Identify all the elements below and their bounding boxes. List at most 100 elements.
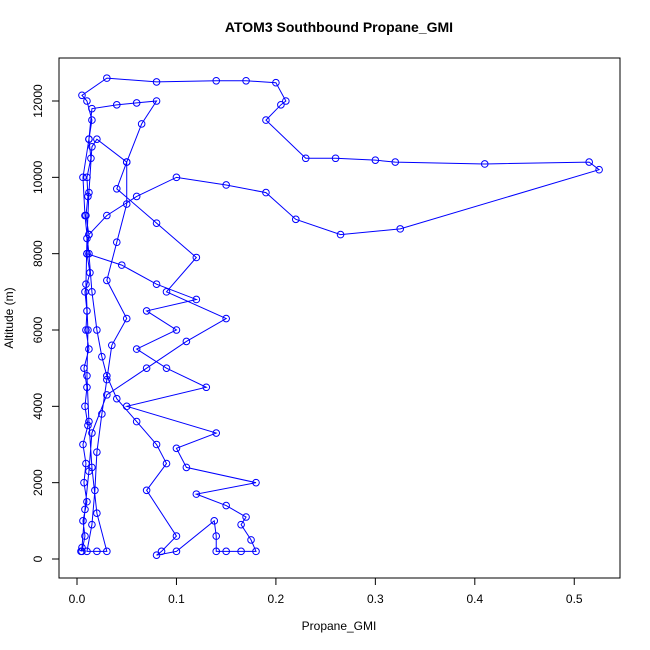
point [91,486,99,495]
point [79,440,87,449]
point [85,417,93,426]
point [83,249,91,258]
point [480,160,489,168]
y-tick-label: 12000 [31,84,45,118]
point [301,154,310,163]
point [93,135,101,143]
point [132,417,141,426]
point [83,383,91,392]
y-tick-label: 2000 [31,469,45,496]
point [222,314,230,323]
point [152,219,161,227]
point [142,486,151,495]
point [282,97,290,105]
point [77,547,85,556]
point [212,76,221,85]
point [142,364,151,372]
x-tick-label: 0.0 [69,592,86,606]
point [277,101,285,109]
point [88,104,96,113]
point [93,509,101,517]
point [88,429,96,437]
point [212,532,221,540]
y-tick-label: 8000 [31,240,45,267]
point [262,188,270,197]
point [88,520,96,529]
point [272,78,280,87]
y-tick-label: 4000 [31,393,45,420]
point [82,326,90,334]
point [202,383,211,392]
point [157,547,166,556]
point [84,326,92,334]
point [595,165,603,174]
point [80,364,88,372]
point [122,158,131,166]
point [88,143,96,151]
point [84,192,92,201]
point [86,268,94,277]
point [84,421,92,430]
point [103,547,111,556]
point [81,402,89,411]
point [81,211,89,220]
point [172,532,181,540]
point [88,116,96,124]
point [88,288,96,296]
point [182,337,191,346]
point [222,547,230,556]
point [391,158,400,166]
point [98,352,106,361]
point [152,551,161,559]
point [396,225,405,233]
point [83,307,91,315]
x-tick-label: 0.1 [168,592,185,606]
point [172,173,181,182]
point [78,91,86,100]
point [162,364,171,372]
point [237,547,245,556]
point [83,497,91,506]
point [85,135,93,143]
point [172,326,181,334]
point [132,192,141,201]
point [182,463,191,472]
point [152,78,161,86]
point [247,536,255,544]
point [152,440,161,449]
x-tick-label: 0.3 [367,592,384,606]
point [132,99,141,107]
point [83,372,91,380]
point [122,314,131,323]
line [80,77,601,556]
plot-frame [58,57,621,579]
point [81,532,89,540]
point [83,97,91,105]
point [103,372,111,380]
point [162,459,171,468]
point [222,181,230,189]
point [98,410,106,418]
point [210,517,219,525]
point [122,200,131,208]
y-axis-label: Altitude (m) [2,287,16,348]
point [85,467,93,476]
point [112,238,121,247]
point [79,517,87,525]
point [192,490,201,498]
point [112,101,121,109]
point [83,234,91,243]
point [237,520,245,529]
point [93,326,101,334]
point [162,288,171,296]
x-tick-label: 0.4 [466,592,483,606]
point [132,345,141,353]
y-tick-label: 6000 [31,316,45,343]
point [242,76,250,85]
point [212,429,221,437]
point [103,74,111,82]
point [585,158,593,166]
point [79,173,87,182]
point [212,547,221,556]
